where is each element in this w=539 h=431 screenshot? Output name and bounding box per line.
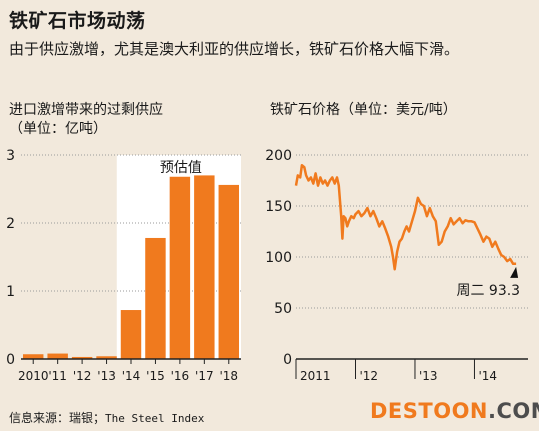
estimate-label: 预估值: [160, 160, 202, 176]
bar-x-tick-label: '16: [171, 369, 190, 383]
price-line: [294, 163, 517, 271]
bar-y-tick-label: 2: [6, 216, 15, 232]
line-y-tick-label: 100: [265, 250, 292, 266]
bar-y-tick-label: 0: [6, 352, 15, 368]
bar: [120, 310, 142, 359]
logo-left: DESTOON: [370, 399, 489, 423]
bar-x-tick-label: '18: [219, 369, 238, 383]
bar-y-tick-label: 1: [6, 284, 15, 300]
source-name: The Steel Index: [105, 412, 205, 425]
page-title: 铁矿石市场动荡: [9, 10, 146, 32]
bar-x-tick-label: '11: [48, 369, 67, 383]
source-note: 信息来源：瑞银；The Steel Index: [9, 409, 204, 426]
bar-x-tick-label: '12: [73, 369, 92, 383]
bar: [169, 176, 191, 359]
line-y-tick-label: 50: [274, 301, 292, 317]
bar: [47, 353, 68, 359]
source-label: 信息来源：瑞银；: [9, 411, 106, 425]
bar-chart-unit: （单位：亿吨）: [9, 121, 107, 137]
bar-x-tick-label: 2010: [18, 369, 49, 383]
bar: [96, 356, 117, 359]
bar: [23, 354, 44, 359]
bar-x-tick-label: '13: [97, 369, 116, 383]
line-x-tick-label: '12: [359, 369, 378, 383]
line-y-tick-label: 150: [265, 199, 292, 215]
bar: [145, 237, 166, 359]
line-x-tick-label: '13: [419, 369, 438, 383]
bar-chart-title: 进口激增带来的过剩供应 （单位：亿吨）: [9, 101, 163, 139]
bar: [71, 356, 93, 359]
line-y-tick-label: 200: [265, 148, 292, 164]
watermark-logo: DESTOON.COM: [370, 399, 539, 423]
page-subtitle: 由于供应激增，尤其是澳大利亚的供应增长，铁矿石价格大幅下滑。: [9, 40, 460, 58]
annotation-pointer: [510, 266, 519, 278]
line-y-tick-label: 0: [283, 352, 292, 368]
bar-y-tick-label: 3: [6, 148, 15, 164]
line-chart: 0 50 100 150 200 2011 '12 '13 '14 周二 93.3: [265, 148, 528, 383]
price-annotation: 周二 93.3: [456, 283, 520, 299]
line-x-tick-label: '14: [478, 369, 497, 383]
line-x-tick-label: 2011: [300, 369, 331, 383]
bar: [194, 175, 215, 359]
line-chart-title: 铁矿石价格（单位：美元/吨）: [270, 102, 457, 118]
bar-x-tick-label: '14: [122, 369, 141, 383]
bar-x-tick-label: '17: [195, 369, 214, 383]
bar-chart: 0 1 2 3 2010'11 '12 '13 '14 '15 '16 '17 '18 预估值: [6, 148, 241, 383]
logo-right: .COM: [488, 399, 539, 423]
bar-x-tick-label: '15: [146, 369, 165, 383]
bar: [218, 184, 239, 359]
bar-chart-title-main: 进口激增带来的过剩供应: [9, 102, 163, 118]
